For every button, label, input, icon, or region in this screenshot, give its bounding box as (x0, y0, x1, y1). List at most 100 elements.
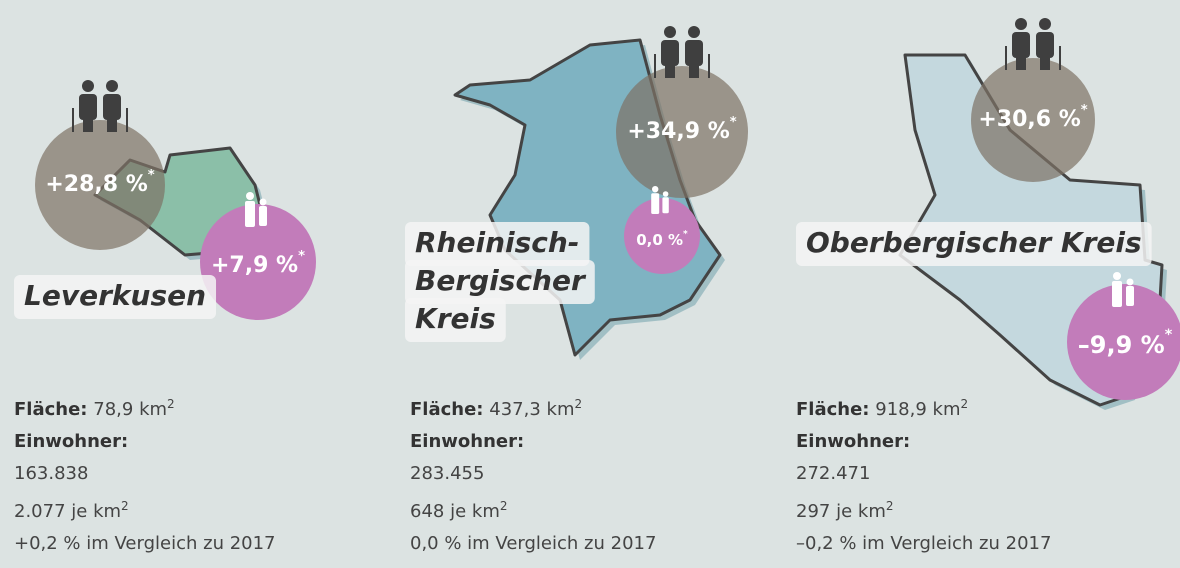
info-line: 297 je km2 (796, 490, 1051, 528)
value: 0,0 % (636, 231, 683, 249)
area-label: Fläche: (796, 399, 870, 420)
legs (83, 118, 93, 132)
body (1112, 281, 1122, 307)
head (1015, 18, 1027, 30)
body (662, 197, 669, 214)
info-line: 0,0 % im Vergleich zu 2017 (410, 528, 656, 560)
info-line: Fläche: 437,3 km2 (410, 388, 656, 426)
info-line: 283.455 (410, 458, 656, 490)
population-label: Einwohner: (796, 431, 911, 452)
value: +34,9 % (627, 119, 729, 144)
change-label: 0,0 %* (636, 229, 688, 249)
info-line: +0,2 % im Vergleich zu 2017 (14, 528, 276, 560)
cane (126, 108, 128, 132)
unit-text: km (139, 399, 168, 420)
info-line: 2.077 je km2 (14, 490, 276, 528)
unit-text: km (932, 399, 961, 420)
region-name: Rheinisch- (415, 226, 579, 259)
region-info: Fläche: 78,9 km2 Einwohner: 163.838 2.077 j… (14, 388, 276, 560)
info-line: –0,2 % im Vergleich zu 2017 (796, 528, 1051, 560)
density-value: 2.077 (14, 501, 66, 522)
head (246, 192, 254, 200)
region-info: Fläche: 437,3 km2 Einwohner: 283.455 648 je… (410, 388, 656, 560)
unit-text: je km (836, 501, 886, 522)
value: +30,6 % (978, 107, 1080, 132)
elderly-icon (654, 26, 710, 78)
cane (654, 54, 656, 78)
unit-sup: 2 (960, 397, 969, 411)
unit: je km2 (836, 499, 894, 522)
head (688, 26, 700, 38)
value: +28,8 % (45, 172, 147, 197)
region-name: Bergischer (415, 264, 587, 297)
population-value: 163.838 (14, 463, 89, 484)
unit: je km2 (450, 499, 508, 522)
change-label: –9,9 %* (1078, 327, 1173, 359)
value: +7,9 % (211, 253, 298, 278)
name-box (405, 298, 506, 342)
unit-sup: 2 (885, 499, 894, 513)
elderly-circle (35, 120, 165, 250)
head (1126, 278, 1134, 286)
children-circle (624, 198, 700, 274)
children-circle (1067, 284, 1180, 400)
region-name: Oberbergischer Kreis (806, 226, 1142, 259)
change-label: +34,9 %* (627, 115, 736, 144)
family-icon (245, 192, 267, 227)
note: * (148, 168, 155, 183)
change-label: +30,6 %* (978, 103, 1087, 132)
head (1039, 18, 1051, 30)
unit: km2 (546, 397, 583, 420)
info-line: Fläche: 78,9 km2 (14, 388, 276, 426)
unit-sup: 2 (167, 397, 175, 411)
head (82, 80, 94, 92)
note: * (683, 229, 688, 239)
legs (1040, 56, 1050, 70)
cane (72, 108, 74, 132)
family-icon (651, 186, 669, 214)
info-line: 648 je km2 (410, 490, 656, 528)
unit-text: je km (450, 501, 500, 522)
elderly-circle (616, 66, 748, 198)
head (106, 80, 118, 92)
info-line: 163.838 (14, 458, 276, 490)
head (1113, 272, 1121, 280)
note: * (298, 249, 305, 264)
change-label: +28,8 %* (45, 168, 154, 197)
body (79, 94, 97, 120)
info-line: Einwohner: (14, 426, 276, 458)
change-value: –0,2 % im Vergleich zu 2017 (796, 533, 1052, 554)
unit: je km2 (71, 499, 128, 522)
cane (708, 54, 710, 78)
head (664, 26, 676, 38)
body (245, 201, 255, 227)
note: * (1081, 103, 1088, 118)
elderly-icon (1005, 18, 1061, 70)
area-value: 437,3 (489, 399, 541, 420)
children-circle (200, 204, 316, 320)
unit-text: km (546, 399, 575, 420)
cane (1059, 46, 1061, 70)
elderly-icon (72, 80, 128, 132)
body (259, 206, 267, 226)
legs (689, 64, 699, 78)
head (259, 198, 267, 206)
elderly-circle (971, 58, 1095, 182)
value: –9,9 % (1078, 331, 1165, 359)
body (685, 40, 703, 66)
population-value: 272.471 (796, 463, 871, 484)
population-label: Einwohner: (14, 431, 129, 452)
density-value: 648 (410, 501, 445, 522)
area-label: Fläche: (14, 399, 88, 420)
unit: km2 (932, 397, 969, 420)
info-line: Einwohner: (796, 426, 1051, 458)
legs (107, 118, 117, 132)
body (103, 94, 121, 120)
density-value: 297 (796, 501, 831, 522)
unit-sup: 2 (499, 499, 508, 513)
region-name: Leverkusen (24, 279, 206, 312)
area-value: 78,9 (93, 399, 134, 420)
note: * (1165, 327, 1173, 343)
head (652, 186, 659, 193)
